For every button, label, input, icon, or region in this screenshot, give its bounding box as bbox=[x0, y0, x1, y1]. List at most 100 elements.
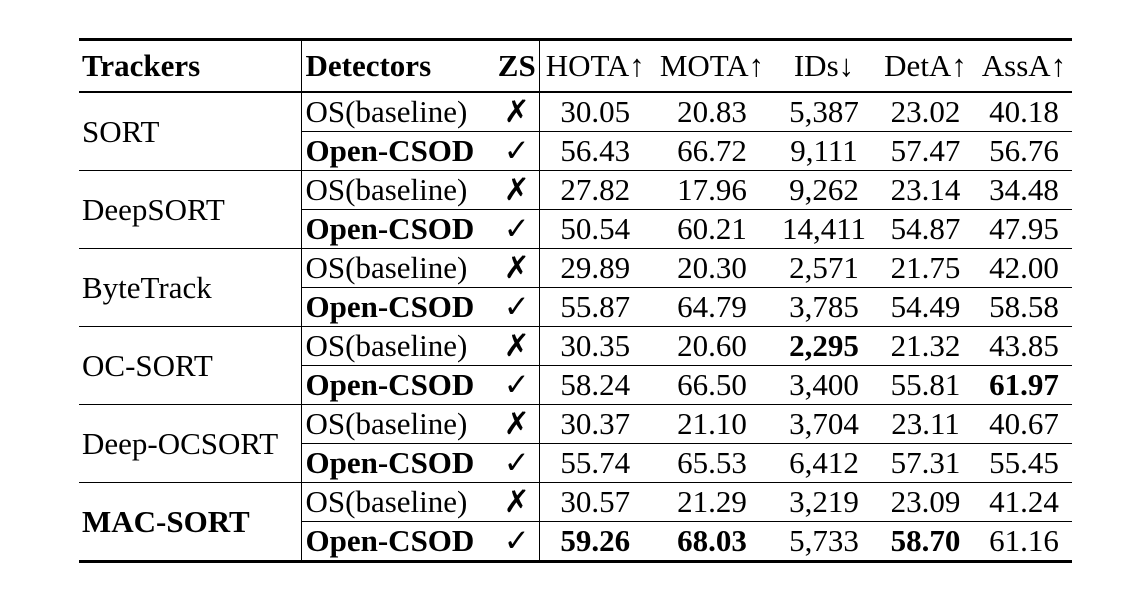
header-trackers: Trackers bbox=[79, 38, 302, 93]
detector-cell: Open-CSOD bbox=[301, 365, 495, 405]
table-row: Open-CSOD ✓ 55.74 65.53 6,412 57.31 55.45 bbox=[79, 443, 1072, 483]
assa-cell: 58.58 bbox=[976, 287, 1072, 327]
cross-icon: ✗ bbox=[495, 92, 540, 132]
hota-cell: 55.74 bbox=[539, 443, 651, 483]
table-row: Open-CSOD ✓ 56.43 66.72 9,111 57.47 56.76 bbox=[79, 131, 1072, 171]
assa-cell: 61.16 bbox=[976, 521, 1072, 563]
deta-cell: 57.31 bbox=[875, 443, 976, 483]
cross-icon: ✗ bbox=[495, 326, 540, 366]
deta-cell: 21.75 bbox=[875, 248, 976, 288]
check-icon: ✓ bbox=[495, 521, 540, 563]
detector-cell: OS(baseline) bbox=[301, 170, 495, 210]
ids-cell: 5,387 bbox=[773, 92, 875, 132]
cross-icon: ✗ bbox=[495, 482, 540, 522]
detector-cell: Open-CSOD bbox=[301, 131, 495, 171]
assa-cell: 40.67 bbox=[976, 404, 1072, 444]
header-assa: AssA↑ bbox=[976, 38, 1072, 93]
tracker-cell: SORT bbox=[79, 92, 302, 171]
mota-cell: 66.50 bbox=[651, 365, 773, 405]
ids-cell: 2,295 bbox=[773, 326, 875, 366]
ids-cell: 14,411 bbox=[773, 209, 875, 249]
mota-cell: 17.96 bbox=[651, 170, 773, 210]
header-detectors: Detectors bbox=[301, 38, 495, 93]
hota-cell: 29.89 bbox=[539, 248, 651, 288]
deta-cell: 21.32 bbox=[875, 326, 976, 366]
cross-icon: ✗ bbox=[495, 248, 540, 288]
detector-cell: Open-CSOD bbox=[301, 209, 495, 249]
hota-cell: 30.57 bbox=[539, 482, 651, 522]
assa-cell: 41.24 bbox=[976, 482, 1072, 522]
header-ids: IDs↓ bbox=[773, 38, 875, 93]
ids-cell: 9,262 bbox=[773, 170, 875, 210]
mota-cell: 60.21 bbox=[651, 209, 773, 249]
mota-cell: 66.72 bbox=[651, 131, 773, 171]
hota-cell: 59.26 bbox=[539, 521, 651, 563]
table-row: Open-CSOD ✓ 55.87 64.79 3,785 54.49 58.58 bbox=[79, 287, 1072, 327]
tracker-cell: ByteTrack bbox=[79, 248, 302, 327]
detector-cell: OS(baseline) bbox=[301, 404, 495, 444]
check-icon: ✓ bbox=[495, 287, 540, 327]
cross-icon: ✗ bbox=[495, 170, 540, 210]
ids-cell: 3,704 bbox=[773, 404, 875, 444]
mota-cell: 21.10 bbox=[651, 404, 773, 444]
table-row: DeepSORT OS(baseline) ✗ 27.82 17.96 9,262 23.1… bbox=[79, 170, 1072, 249]
assa-cell: 47.95 bbox=[976, 209, 1072, 249]
hota-cell: 55.87 bbox=[539, 287, 651, 327]
assa-cell: 40.18 bbox=[976, 92, 1072, 132]
ids-cell: 6,412 bbox=[773, 443, 875, 483]
ids-cell: 3,785 bbox=[773, 287, 875, 327]
ids-cell: 2,571 bbox=[773, 248, 875, 288]
mota-cell: 68.03 bbox=[651, 521, 773, 563]
deta-cell: 23.11 bbox=[875, 404, 976, 444]
hota-cell: 50.54 bbox=[539, 209, 651, 249]
hota-cell: 30.05 bbox=[539, 92, 651, 132]
ids-cell: 9,111 bbox=[773, 131, 875, 171]
mota-cell: 64.79 bbox=[651, 287, 773, 327]
deta-cell: 58.70 bbox=[875, 521, 976, 563]
hota-cell: 56.43 bbox=[539, 131, 651, 171]
mota-cell: 21.29 bbox=[651, 482, 773, 522]
detector-cell: OS(baseline) bbox=[301, 248, 495, 288]
hota-cell: 58.24 bbox=[539, 365, 651, 405]
table-row: OC-SORT OS(baseline) ✗ 30.35 20.60 2,295 21.32… bbox=[79, 326, 1072, 405]
tracker-cell: DeepSORT bbox=[79, 170, 302, 249]
deta-cell: 23.02 bbox=[875, 92, 976, 132]
hota-cell: 30.35 bbox=[539, 326, 651, 366]
deta-cell: 55.81 bbox=[875, 365, 976, 405]
detector-cell: Open-CSOD bbox=[301, 521, 495, 563]
detector-cell: Open-CSOD bbox=[301, 443, 495, 483]
check-icon: ✓ bbox=[495, 209, 540, 249]
tracker-cell: OC-SORT bbox=[79, 326, 302, 405]
mota-cell: 20.83 bbox=[651, 92, 773, 132]
ids-cell: 3,219 bbox=[773, 482, 875, 522]
header-deta: DetA↑ bbox=[875, 38, 976, 93]
detector-cell: OS(baseline) bbox=[301, 92, 495, 132]
table-row: MAC-SORT OS(baseline) ✗ 30.57 21.29 3,219 23.0… bbox=[79, 482, 1072, 563]
deta-cell: 57.47 bbox=[875, 131, 976, 171]
table-row: Open-CSOD ✓ 59.26 68.03 5,733 58.70 61.16 bbox=[79, 521, 1072, 563]
tracker-cell: Deep-OCSORT bbox=[79, 404, 302, 483]
tracker-cell: MAC-SORT bbox=[79, 482, 302, 563]
table-row: SORT OS(baseline) ✗ 30.05 20.83 5,387 23.02 40.… bbox=[79, 92, 1072, 171]
hota-cell: 27.82 bbox=[539, 170, 651, 210]
ids-cell: 3,400 bbox=[773, 365, 875, 405]
header-zs: ZS bbox=[495, 38, 540, 93]
mota-cell: 65.53 bbox=[651, 443, 773, 483]
deta-cell: 54.49 bbox=[875, 287, 976, 327]
deta-cell: 54.87 bbox=[875, 209, 976, 249]
assa-cell: 55.45 bbox=[976, 443, 1072, 483]
assa-cell: 56.76 bbox=[976, 131, 1072, 171]
table-row: Deep-OCSORT OS(baseline) ✗ 30.37 21.10 3,704 2… bbox=[79, 404, 1072, 483]
assa-cell: 34.48 bbox=[976, 170, 1072, 210]
detector-cell: OS(baseline) bbox=[301, 326, 495, 366]
assa-cell: 61.97 bbox=[976, 365, 1072, 405]
detector-cell: Open-CSOD bbox=[301, 287, 495, 327]
table-row: Open-CSOD ✓ 50.54 60.21 14,411 54.87 47.95 bbox=[79, 209, 1072, 249]
check-icon: ✓ bbox=[495, 365, 540, 405]
mota-cell: 20.30 bbox=[651, 248, 773, 288]
check-icon: ✓ bbox=[495, 131, 540, 171]
assa-cell: 42.00 bbox=[976, 248, 1072, 288]
hota-cell: 30.37 bbox=[539, 404, 651, 444]
assa-cell: 43.85 bbox=[976, 326, 1072, 366]
table-row: ByteTrack OS(baseline) ✗ 29.89 20.30 2,571 21.… bbox=[79, 248, 1072, 327]
